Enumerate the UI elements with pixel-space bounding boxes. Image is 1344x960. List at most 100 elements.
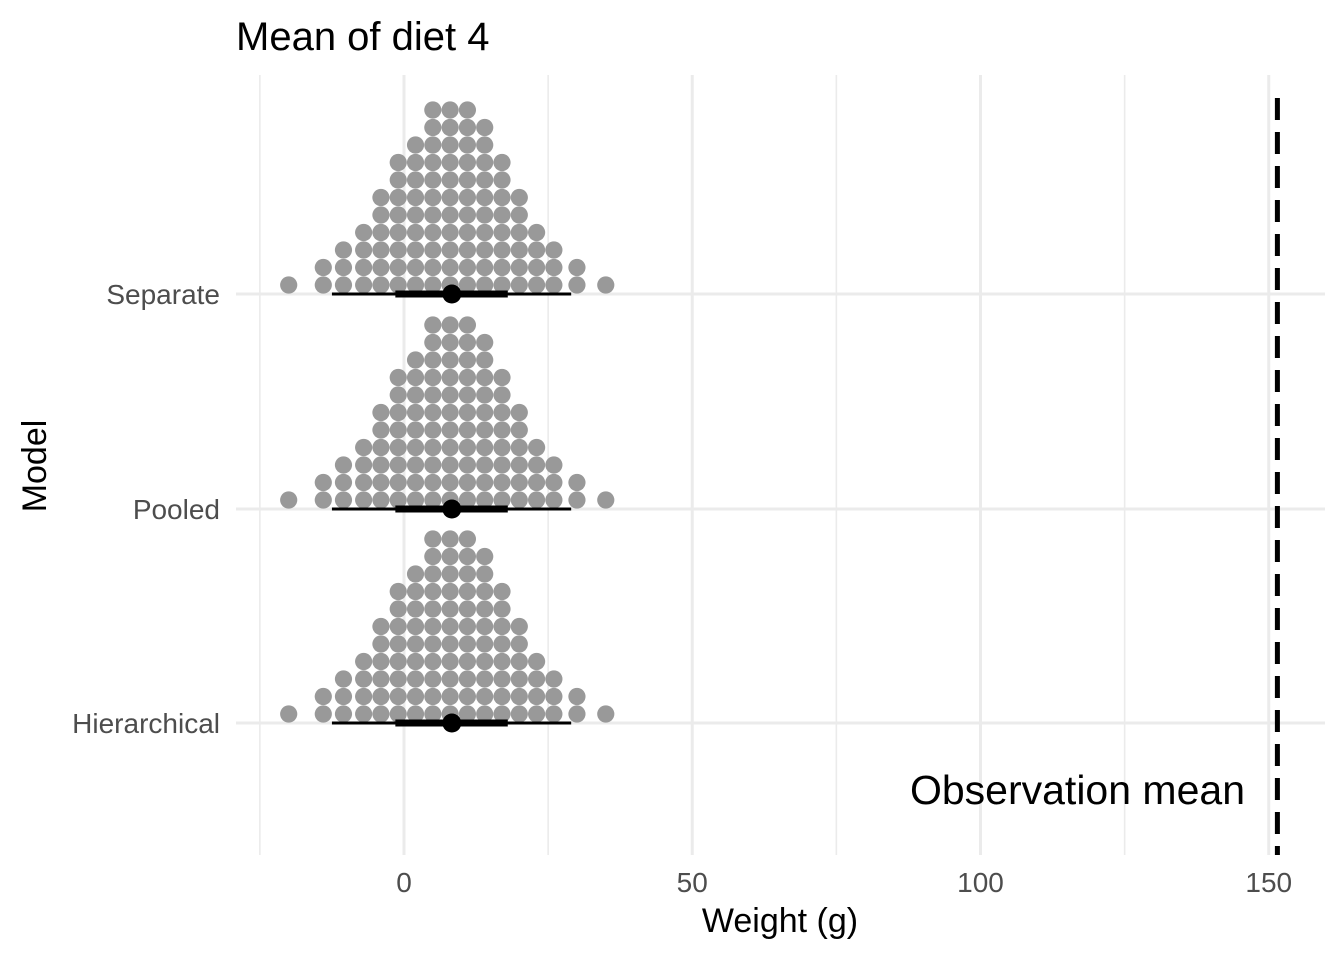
dot: [476, 547, 494, 566]
dot: [355, 456, 373, 474]
dot: [389, 153, 407, 172]
dot: [493, 258, 511, 277]
dot: [406, 351, 425, 369]
dot: [510, 258, 528, 277]
dot: [510, 206, 528, 224]
dot: [314, 276, 332, 294]
dot: [372, 456, 390, 474]
labels-layer: 0 50 100 150 Separate Pooled Hierarchical: [72, 279, 1292, 898]
dot: [493, 491, 511, 509]
reference-line-label: Observation mean: [910, 767, 1245, 813]
dot: [424, 241, 442, 259]
dot: [441, 118, 459, 137]
dot: [406, 635, 425, 653]
dot: [568, 705, 586, 723]
dot: [424, 456, 442, 474]
dot: [458, 136, 477, 154]
dot: [424, 316, 442, 334]
dot: [493, 473, 511, 492]
dot: [424, 652, 442, 671]
dot: [424, 705, 442, 723]
dot: [476, 368, 494, 387]
dot: [441, 333, 459, 352]
dot: [493, 153, 511, 172]
dot: [476, 456, 494, 474]
dot: [372, 403, 390, 422]
dot: [510, 438, 528, 457]
dot: [355, 241, 373, 259]
dot: [527, 670, 546, 688]
dot: [476, 153, 494, 172]
dot: [458, 316, 477, 334]
dot: [476, 670, 494, 688]
dot: [389, 206, 407, 224]
dot: [458, 101, 477, 119]
dot: [406, 171, 425, 189]
dot: [406, 421, 425, 439]
dot: [458, 582, 477, 601]
dot: [406, 687, 425, 706]
dot: [493, 456, 511, 474]
dot: [355, 473, 373, 492]
dot: [493, 635, 511, 653]
dot: [458, 705, 477, 723]
dot: [545, 670, 563, 688]
dot: [441, 188, 459, 207]
dot: [334, 491, 353, 509]
dot: [424, 565, 442, 583]
dot: [493, 670, 511, 688]
dot: [545, 705, 563, 723]
dot: [441, 101, 459, 119]
dot: [424, 438, 442, 457]
dot: [334, 705, 353, 723]
dot: [597, 276, 615, 294]
dot: [389, 171, 407, 189]
dot: [568, 258, 586, 277]
dot: [441, 206, 459, 224]
dot: [389, 473, 407, 492]
dot: [441, 456, 459, 474]
dot: [510, 635, 528, 653]
dot: [476, 705, 494, 723]
dot: [527, 687, 546, 706]
dot: [493, 652, 511, 671]
dot: [280, 276, 298, 294]
dot: [406, 223, 425, 242]
dot: [493, 600, 511, 618]
dot: [476, 473, 494, 492]
dot: [389, 386, 407, 404]
dot: [372, 687, 390, 706]
dot: [372, 241, 390, 259]
dot: [458, 473, 477, 492]
dot: [510, 705, 528, 723]
dot: [389, 258, 407, 277]
dot: [545, 687, 563, 706]
dot: [424, 276, 442, 294]
dot: [476, 421, 494, 439]
dot: [476, 438, 494, 457]
dot: [389, 617, 407, 636]
dot: [493, 188, 511, 207]
dot: [389, 456, 407, 474]
dot: [334, 473, 353, 492]
dot: [334, 241, 353, 259]
dot: [314, 473, 332, 492]
dot: [476, 582, 494, 601]
dot: [441, 635, 459, 653]
dot: [527, 438, 546, 457]
dot: [406, 136, 425, 154]
dot: [476, 351, 494, 369]
dot: [424, 491, 442, 509]
dot: [441, 670, 459, 688]
dot: [441, 421, 459, 439]
dot: [458, 171, 477, 189]
point-estimate: [442, 499, 462, 519]
dot: [476, 403, 494, 422]
dot: [372, 421, 390, 439]
dot: [527, 258, 546, 277]
dot: [424, 473, 442, 492]
dot: [458, 241, 477, 259]
dot: [527, 652, 546, 671]
dot: [510, 456, 528, 474]
